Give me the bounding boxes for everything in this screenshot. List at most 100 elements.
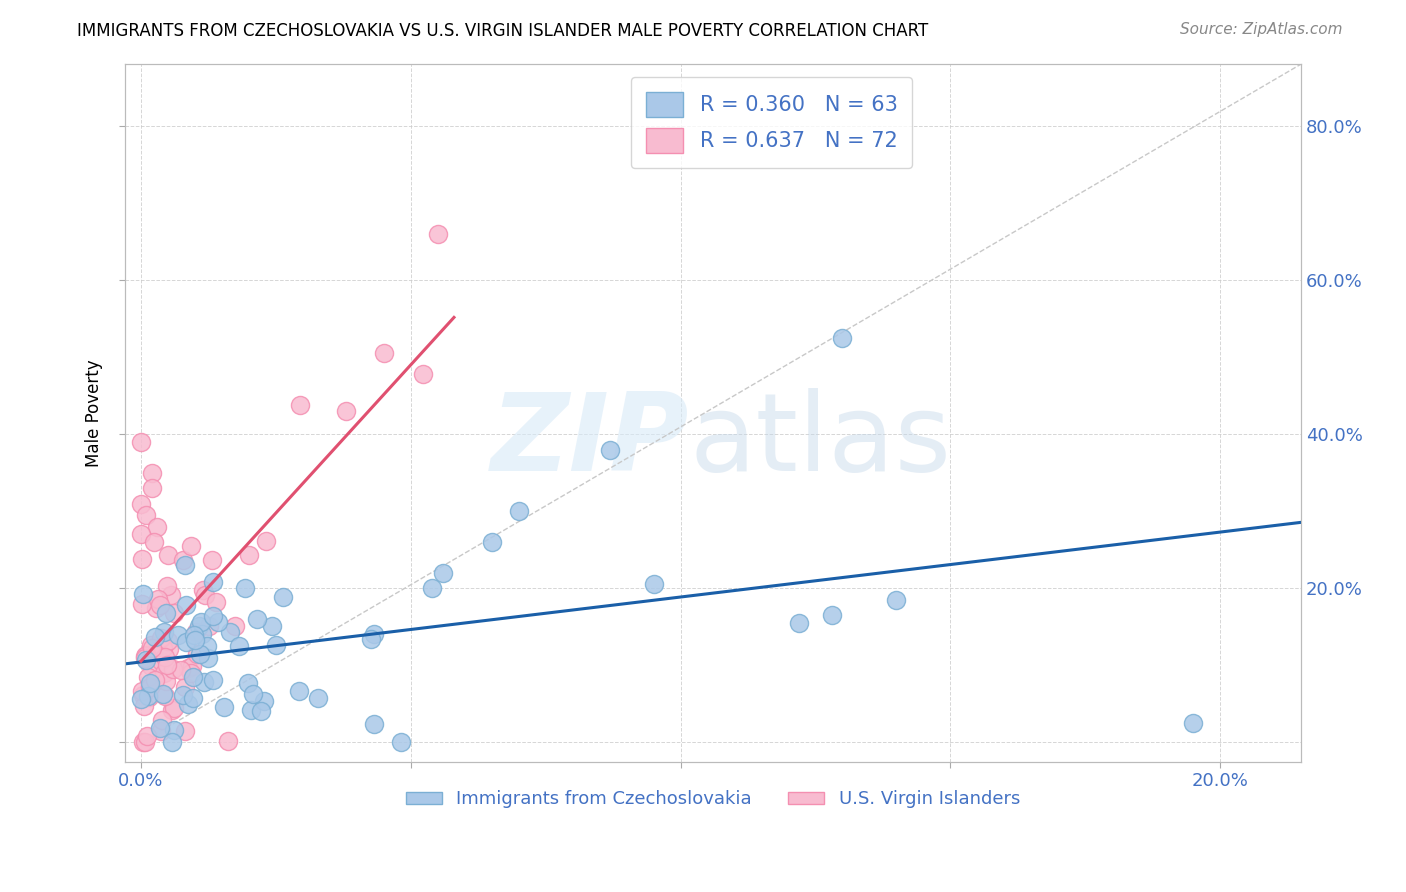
Point [153,689,176,703]
Point [139,676,162,690]
Point [288,398,311,412]
Point [264,638,287,652]
Point [194,588,217,602]
Point [217,734,239,748]
Point [373,346,395,360]
Point [219,625,242,640]
Point [238,549,260,563]
Point [191,582,214,597]
Point [148,592,170,607]
Point [145,601,167,615]
Text: ZIP: ZIP [491,388,689,494]
Point [262,619,284,633]
Point [149,724,172,739]
Point [143,630,166,644]
Point [136,689,159,703]
Point [174,635,197,649]
Point [205,594,228,608]
Point [238,675,260,690]
Point [143,535,166,549]
Point [288,684,311,698]
Point [162,662,184,676]
Point [170,664,193,678]
Legend: Immigrants from Czechoslovakia, U.S. Virgin Islanders: Immigrants from Czechoslovakia, U.S. Vir… [399,783,1028,815]
Point [136,670,159,684]
Point [481,535,503,549]
Point [188,619,211,633]
Point [193,675,215,690]
Point [363,626,385,640]
Point [254,533,277,548]
Point [139,638,162,652]
Point [134,649,156,664]
Point [139,680,162,694]
Point [191,627,214,641]
Point [250,704,273,718]
Point [207,615,229,630]
Point [174,680,197,694]
Point [163,606,186,620]
Point [160,703,183,717]
Point [197,618,219,632]
Point [420,581,443,595]
Point [789,615,811,630]
Point [197,650,219,665]
Point [186,647,208,661]
Point [141,658,163,673]
Point [172,689,194,703]
Point [152,687,174,701]
Point [174,598,197,612]
Point [156,634,179,648]
Point [141,481,163,495]
Point [163,701,186,715]
Point [246,612,269,626]
Point [307,691,329,706]
Point [150,631,173,645]
Point [138,690,160,705]
Point [180,539,202,553]
Point [157,548,180,562]
Point [132,735,155,749]
Point [412,368,434,382]
Point [135,648,157,662]
Point [149,599,172,613]
Point [184,632,207,647]
Point [156,658,179,673]
Point [155,607,177,621]
Point [174,558,197,572]
Point [152,641,174,656]
Point [131,598,153,612]
Point [389,735,412,749]
Point [228,639,250,653]
Point [135,508,157,522]
Point [150,714,173,728]
Point [129,496,152,510]
Point [162,735,184,749]
Point [821,608,844,623]
Point [183,627,205,641]
Point [426,227,449,241]
Point [190,615,212,630]
Point [141,466,163,480]
Point [335,404,357,418]
Point [141,640,163,655]
Point [160,588,183,602]
Point [131,552,153,566]
Point [181,691,204,706]
Text: IMMIGRANTS FROM CZECHOSLOVAKIA VS U.S. VIRGIN ISLANDER MALE POVERTY CORRELATION : IMMIGRANTS FROM CZECHOSLOVAKIA VS U.S. V… [77,22,928,40]
Point [360,632,382,646]
Point [152,666,174,681]
Point [201,574,224,589]
Point [143,673,166,687]
Point [886,593,908,607]
Point [253,694,276,708]
Point [155,579,177,593]
Point [129,527,152,541]
Point [134,651,156,665]
Point [134,735,156,749]
Point [153,625,176,640]
Point [150,654,173,668]
Text: Source: ZipAtlas.com: Source: ZipAtlas.com [1180,22,1343,37]
Point [129,691,152,706]
Point [212,700,235,714]
